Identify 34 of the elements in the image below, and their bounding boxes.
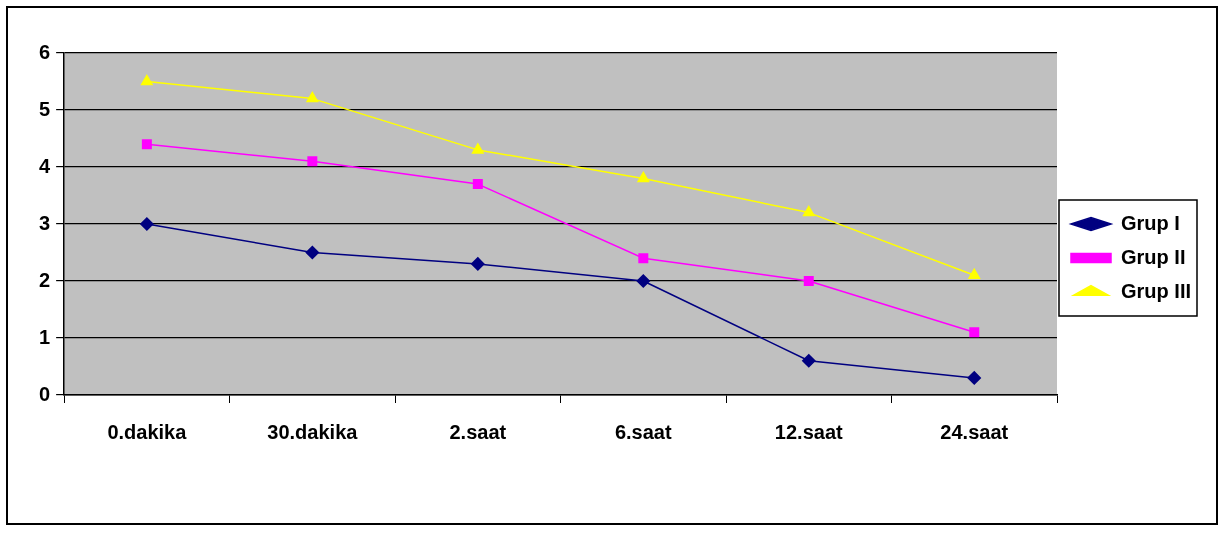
y-tick-label: 1 <box>39 325 51 348</box>
y-tick-label: 0 <box>39 382 51 405</box>
x-tick-label: 2.saat <box>449 420 507 443</box>
point <box>967 371 982 385</box>
point <box>638 253 649 264</box>
legend-label: Grup III <box>1121 279 1191 302</box>
point <box>141 139 152 150</box>
point <box>803 276 814 286</box>
point <box>471 143 484 154</box>
point <box>306 91 319 103</box>
x-tick-label: 24.saat <box>940 420 1009 443</box>
point <box>307 156 318 167</box>
y-tick-label: 3 <box>39 211 51 234</box>
point <box>472 179 483 190</box>
point <box>637 171 650 183</box>
y-tick-label: 6 <box>39 40 51 63</box>
x-tick-label: 12.saat <box>774 420 844 443</box>
point <box>140 217 154 231</box>
x-tick-label: 0.dakika <box>107 420 188 443</box>
legend-label: Grup II <box>1121 245 1186 268</box>
y-tick-label: 5 <box>39 97 51 120</box>
y-tick-label: 4 <box>39 154 51 177</box>
legend-label: Grup I <box>1121 211 1180 234</box>
point <box>968 268 981 280</box>
x-tick-label: 6.saat <box>614 420 672 443</box>
point <box>471 257 485 271</box>
point <box>969 327 980 338</box>
y-tick-label: 2 <box>39 268 51 291</box>
point <box>802 354 816 368</box>
point <box>636 274 651 288</box>
x-tick-label: 30.dakika <box>267 420 359 443</box>
point <box>802 205 815 217</box>
point <box>305 245 320 260</box>
point <box>140 74 153 86</box>
